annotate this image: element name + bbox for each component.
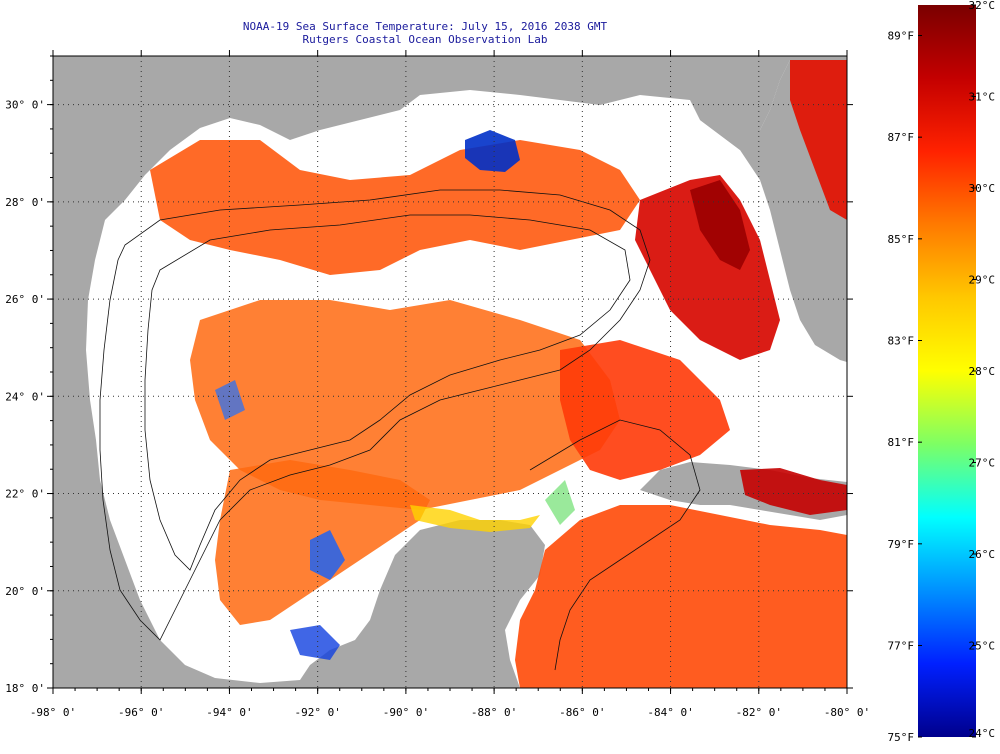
cb-fahrenheit-label: 77°F xyxy=(888,640,915,653)
lon-tick-label: -84° 0' xyxy=(647,706,693,719)
lon-tick-label: -80° 0' xyxy=(824,706,870,719)
sst-patch-florida-shelf xyxy=(635,175,780,360)
sst-patch-loop-current xyxy=(560,340,730,480)
cb-fahrenheit-label: 89°F xyxy=(888,30,915,43)
cb-celsius-label: 30°C xyxy=(969,182,996,195)
cb-celsius-label: 25°C xyxy=(969,640,996,653)
colorbar-fahrenheit-labels: 89°F 87°F 85°F 83°F 81°F 79°F 77°F 75°F xyxy=(888,30,922,744)
lon-tick-label: -94° 0' xyxy=(206,706,252,719)
cb-celsius-label: 27°C xyxy=(969,457,996,470)
cb-fahrenheit-label: 79°F xyxy=(888,538,915,551)
lat-tick-label: 22° 0' xyxy=(5,488,45,501)
lon-tick-label: -86° 0' xyxy=(559,706,605,719)
sst-patch-mississippi-cool xyxy=(465,130,520,172)
cb-celsius-label: 31°C xyxy=(969,91,996,104)
longitude-axis: -98° 0' -96° 0' -94° 0' -92° 0' -90° 0' -88° … xyxy=(30,50,870,719)
land-us-mexico xyxy=(53,56,847,688)
sst-patch-cool-edge-5 xyxy=(545,480,575,525)
sst-patch-cool-edge-3 xyxy=(290,625,340,660)
map-subtitle: Rutgers Coastal Ocean Observation Lab xyxy=(302,33,548,46)
cb-celsius-label: 24°C xyxy=(969,727,996,740)
lat-tick-label: 20° 0' xyxy=(5,585,45,598)
lon-tick-label: -88° 0' xyxy=(471,706,517,719)
cb-celsius-label: 26°C xyxy=(969,548,996,561)
colorbar-celsius-labels: 32°C 31°C 30°C 29°C 28°C 27°C 26°C 25°C 24°C xyxy=(969,0,996,740)
lat-tick-label: 26° 0' xyxy=(5,293,45,306)
bathymetry-contour-deep xyxy=(144,214,631,571)
sst-field xyxy=(150,60,847,688)
lon-tick-label: -96° 0' xyxy=(118,706,164,719)
lon-tick-label: -82° 0' xyxy=(736,706,782,719)
sst-patch-central xyxy=(190,300,620,510)
sst-patch-cool-edge-1 xyxy=(410,505,540,532)
graticule-grid xyxy=(53,56,847,688)
sst-patch-cool-edge-4 xyxy=(215,380,245,420)
bathymetry-contour-shelf xyxy=(99,189,651,641)
sst-patch-north xyxy=(150,140,640,275)
cb-fahrenheit-label: 81°F xyxy=(888,436,915,449)
lat-tick-label: 28° 0' xyxy=(5,196,45,209)
sst-patch-dark-west-florida xyxy=(690,180,750,270)
sst-patch-south-cuba xyxy=(740,468,847,515)
cb-fahrenheit-label: 83°F xyxy=(888,335,915,348)
cb-fahrenheit-label: 85°F xyxy=(888,233,915,246)
sst-patch-northeast-corner xyxy=(790,60,847,220)
lat-tick-label: 30° 0' xyxy=(5,99,45,112)
sst-patch-cool-edge-2 xyxy=(310,530,345,580)
lon-tick-label: -92° 0' xyxy=(294,706,340,719)
cb-celsius-label: 32°C xyxy=(969,0,996,12)
lon-tick-label: -90° 0' xyxy=(383,706,429,719)
cb-fahrenheit-label: 87°F xyxy=(888,131,915,144)
lat-tick-label: 24° 0' xyxy=(5,390,45,403)
cb-fahrenheit-label: 75°F xyxy=(888,731,915,744)
map-title: NOAA-19 Sea Surface Temperature: July 15… xyxy=(242,20,608,33)
cb-celsius-label: 29°C xyxy=(969,274,996,287)
colorbar xyxy=(918,5,976,737)
lat-tick-label: 18° 0' xyxy=(5,682,45,695)
bathymetry-contour-yucatan xyxy=(529,419,701,671)
latitude-axis: 18° 0' 20° 0' 22° 0' 24° 0' 26° 0' 28° 0' 30° … xyxy=(5,55,853,695)
cb-celsius-label: 28°C xyxy=(969,365,996,378)
lon-tick-label: -98° 0' xyxy=(30,706,76,719)
map-content xyxy=(53,56,847,688)
sst-patch-yucatan-channel xyxy=(515,505,847,688)
